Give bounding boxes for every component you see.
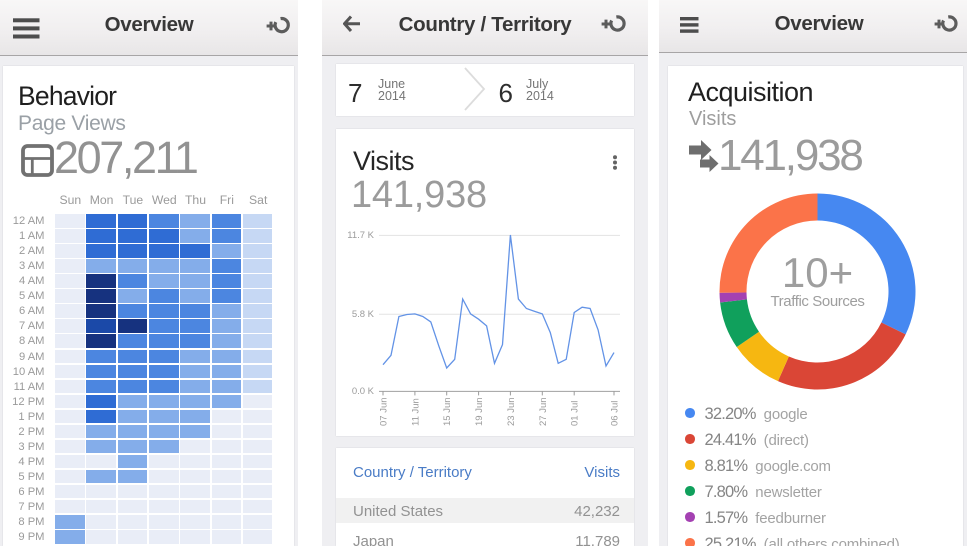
svg-text:27 Jun: 27 Jun bbox=[538, 397, 549, 426]
svg-text:01 Jul: 01 Jul bbox=[570, 401, 581, 426]
svg-text:11 Jun: 11 Jun bbox=[410, 398, 421, 426]
svg-text:15 Jun: 15 Jun bbox=[442, 397, 453, 426]
svg-text:07 Jun: 07 Jun bbox=[379, 397, 390, 426]
svg-text:23 Jun: 23 Jun bbox=[506, 397, 517, 426]
svg-text:19 Jun: 19 Jun bbox=[474, 397, 485, 426]
svg-text:06 Jul: 06 Jul bbox=[610, 401, 621, 426]
